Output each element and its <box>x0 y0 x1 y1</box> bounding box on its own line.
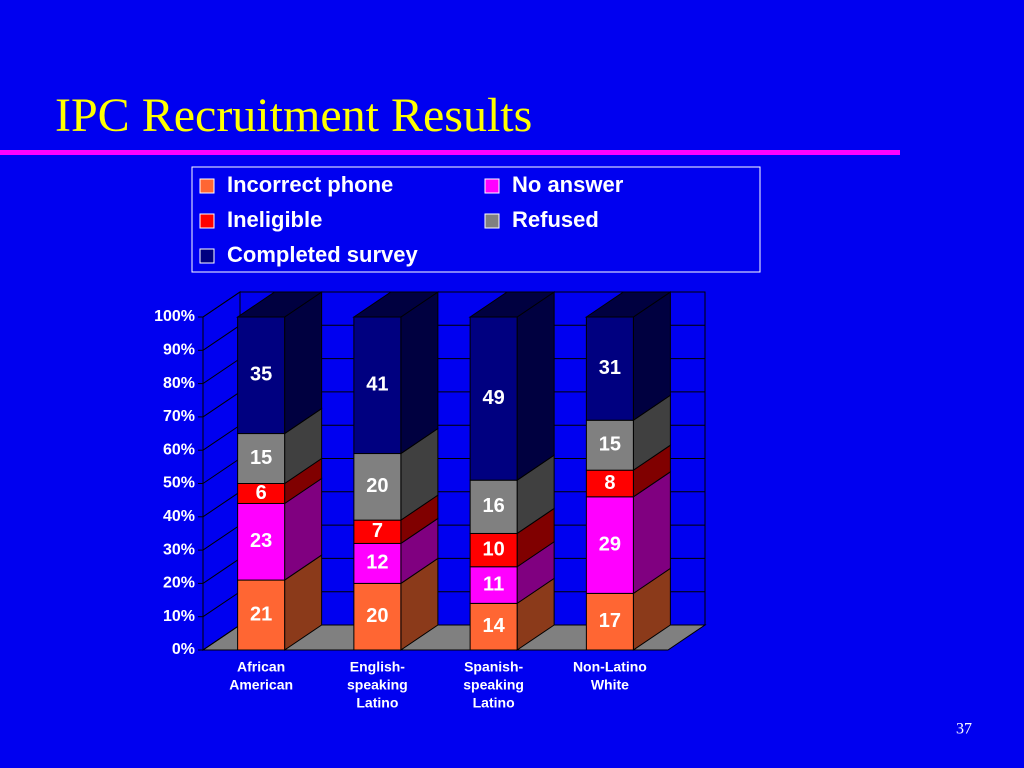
bar-segment <box>469 479 518 534</box>
legend-swatch <box>199 178 215 194</box>
data-label: 16 <box>483 495 505 517</box>
data-label: 20 <box>366 605 388 627</box>
y-tick-label: 20% <box>163 575 195 592</box>
x-tick-label: American <box>229 677 293 693</box>
legend-label: Refused <box>512 207 599 232</box>
x-tick-label: White <box>591 677 629 693</box>
x-tick-label: Latino <box>473 695 515 711</box>
legend-label: Ineligible <box>227 207 322 232</box>
data-label: 23 <box>250 530 272 552</box>
bar-segment <box>353 316 402 455</box>
legend-swatch <box>484 213 500 229</box>
y-tick-label: 100% <box>154 308 195 325</box>
data-label: 21 <box>250 603 272 625</box>
data-label: 49 <box>483 387 505 409</box>
title-rule <box>0 150 900 155</box>
data-label: 41 <box>366 374 388 396</box>
bar-segment <box>469 532 518 568</box>
bar-segment <box>237 433 286 484</box>
y-tick-label: 70% <box>163 408 195 425</box>
data-label: 35 <box>250 364 272 386</box>
bar-top <box>584 291 673 318</box>
bar-segment <box>237 316 286 435</box>
legend-swatch <box>199 213 215 229</box>
legend-swatch <box>199 248 215 264</box>
y-tick-label: 10% <box>163 608 195 625</box>
bar-top <box>468 291 556 318</box>
data-label: 17 <box>599 610 621 632</box>
x-tick-label: Latino <box>356 695 398 711</box>
data-label: 8 <box>604 472 615 494</box>
x-tick-label: Non-Latino <box>573 659 647 675</box>
data-label: 15 <box>250 447 272 469</box>
data-label: 12 <box>366 552 388 574</box>
bar-segment <box>353 542 402 584</box>
slide-title: IPC Recruitment Results <box>55 89 532 142</box>
data-label: 11 <box>483 573 504 595</box>
bar-segment <box>469 602 518 651</box>
x-tick-label: English- <box>350 659 406 675</box>
bar-segment <box>237 502 286 581</box>
bar-top <box>235 291 324 318</box>
data-label: 10 <box>483 538 505 560</box>
bar-segment <box>469 566 518 604</box>
bar-segment <box>585 469 634 498</box>
y-tick-label: 0% <box>172 641 195 658</box>
legend-label: Completed survey <box>227 242 418 267</box>
bar-segment <box>237 579 286 651</box>
data-label: 6 <box>256 482 267 504</box>
bar-segment <box>353 453 402 521</box>
legend-box <box>191 166 761 273</box>
x-tick-label: Spanish- <box>464 659 523 675</box>
y-tick-label: 80% <box>163 375 195 392</box>
data-label: 14 <box>483 615 506 637</box>
y-tick-label: 50% <box>163 475 195 492</box>
y-tick-label: 40% <box>163 508 195 525</box>
bar-segment <box>585 496 634 594</box>
bar-side <box>400 291 439 455</box>
data-label: 7 <box>372 520 383 542</box>
x-tick-label: speaking <box>463 677 524 693</box>
y-tick-label: 90% <box>163 342 195 359</box>
x-tick-label: African <box>237 659 285 675</box>
legend-swatch <box>484 178 500 194</box>
x-tick-label: speaking <box>347 677 408 693</box>
data-label: 15 <box>599 433 621 455</box>
bar-top <box>352 291 440 318</box>
y-tick-label: 30% <box>163 541 195 558</box>
bar-side <box>516 291 555 482</box>
y-tick-label: 60% <box>163 441 195 458</box>
legend-label: No answer <box>512 172 624 197</box>
legend-label: Incorrect phone <box>227 172 393 197</box>
data-label: 31 <box>599 357 621 379</box>
data-label: 29 <box>599 533 621 555</box>
bar-segment <box>585 419 634 471</box>
bar-segment <box>585 592 634 651</box>
data-label: 20 <box>366 475 388 497</box>
bar-segment <box>469 316 518 481</box>
page-number: 37 <box>956 721 972 738</box>
